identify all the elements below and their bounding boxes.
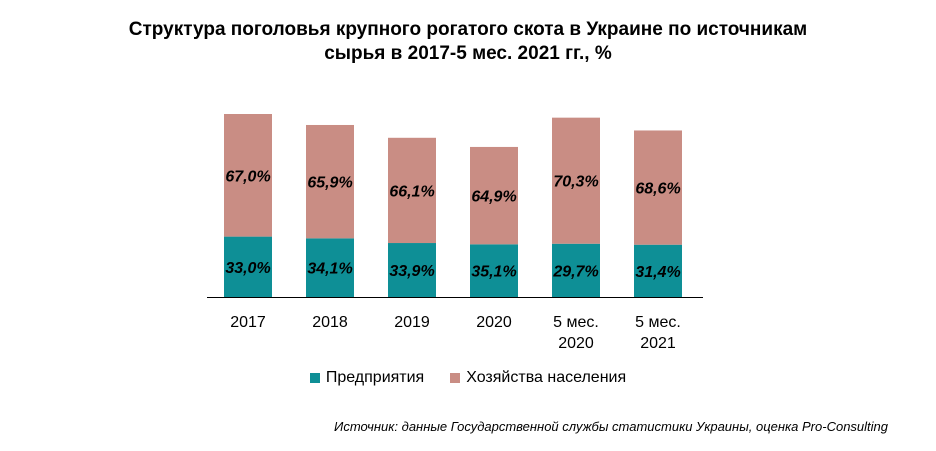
bar-households-2	[388, 137, 436, 244]
chart-title: Структура поголовья крупного рогатого ск…	[0, 18, 936, 66]
bar-households-3	[470, 146, 518, 245]
bar-households-1	[306, 124, 354, 239]
bar-enterprises-2	[388, 243, 436, 297]
source-note: Источник: данные Государственной службы …	[334, 419, 888, 434]
legend-label-households: Хозяйства населения	[466, 369, 627, 386]
data-label-households-2: 66,1%	[389, 183, 434, 200]
data-label-households-5: 68,6%	[635, 181, 680, 198]
data-label-enterprises-0: 33,0%	[225, 260, 270, 277]
data-label-enterprises-5: 31,4%	[635, 264, 680, 281]
data-label-households-0: 67,0%	[225, 168, 270, 185]
bar-households-0	[224, 114, 272, 237]
legend-item-households: Хозяйства населения	[450, 369, 626, 387]
legend-swatch-enterprises	[309, 373, 320, 383]
bar-enterprises-4	[552, 243, 600, 297]
x-tick-label-4-1: 2020	[558, 335, 594, 352]
legend-item-enterprises: Предприятия	[309, 369, 425, 387]
x-tick-label-5-1: 2021	[640, 335, 676, 352]
data-label-households-4: 70,3%	[553, 174, 598, 191]
data-label-enterprises-1: 34,1%	[307, 261, 352, 278]
legend: Предприятия Хозяйства населения	[0, 369, 936, 387]
data-label-enterprises-3: 35,1%	[471, 264, 516, 281]
x-tick-label-1-0: 2018	[312, 314, 348, 331]
x-tick-label-4-0: 5 мес.	[553, 314, 599, 331]
x-tick-label-2-0: 2019	[394, 314, 430, 331]
bar-households-4	[552, 117, 600, 244]
legend-label-enterprises: Предприятия	[325, 369, 425, 386]
x-tick-label-5-0: 5 мес.	[635, 314, 681, 331]
data-label-households-1: 65,9%	[307, 175, 352, 192]
bar-enterprises-5	[634, 244, 682, 297]
chart-title-line-1: Структура поголовья крупного рогатого ск…	[128, 19, 808, 40]
data-label-enterprises-2: 33,9%	[389, 263, 434, 280]
data-label-households-3: 64,9%	[471, 189, 516, 206]
chart-title-line-2: сырья в 2017-5 мес. 2021 гг., %	[324, 43, 612, 64]
x-tick-label-3-0: 2020	[476, 314, 512, 331]
legend-swatch-households	[450, 373, 461, 383]
data-label-enterprises-4: 29,7%	[552, 263, 598, 280]
bar-households-5	[634, 130, 682, 245]
bar-enterprises-1	[306, 238, 354, 297]
bar-enterprises-3	[470, 244, 518, 297]
bar-enterprises-0	[224, 236, 272, 297]
x-tick-label-0-0: 2017	[230, 314, 266, 331]
